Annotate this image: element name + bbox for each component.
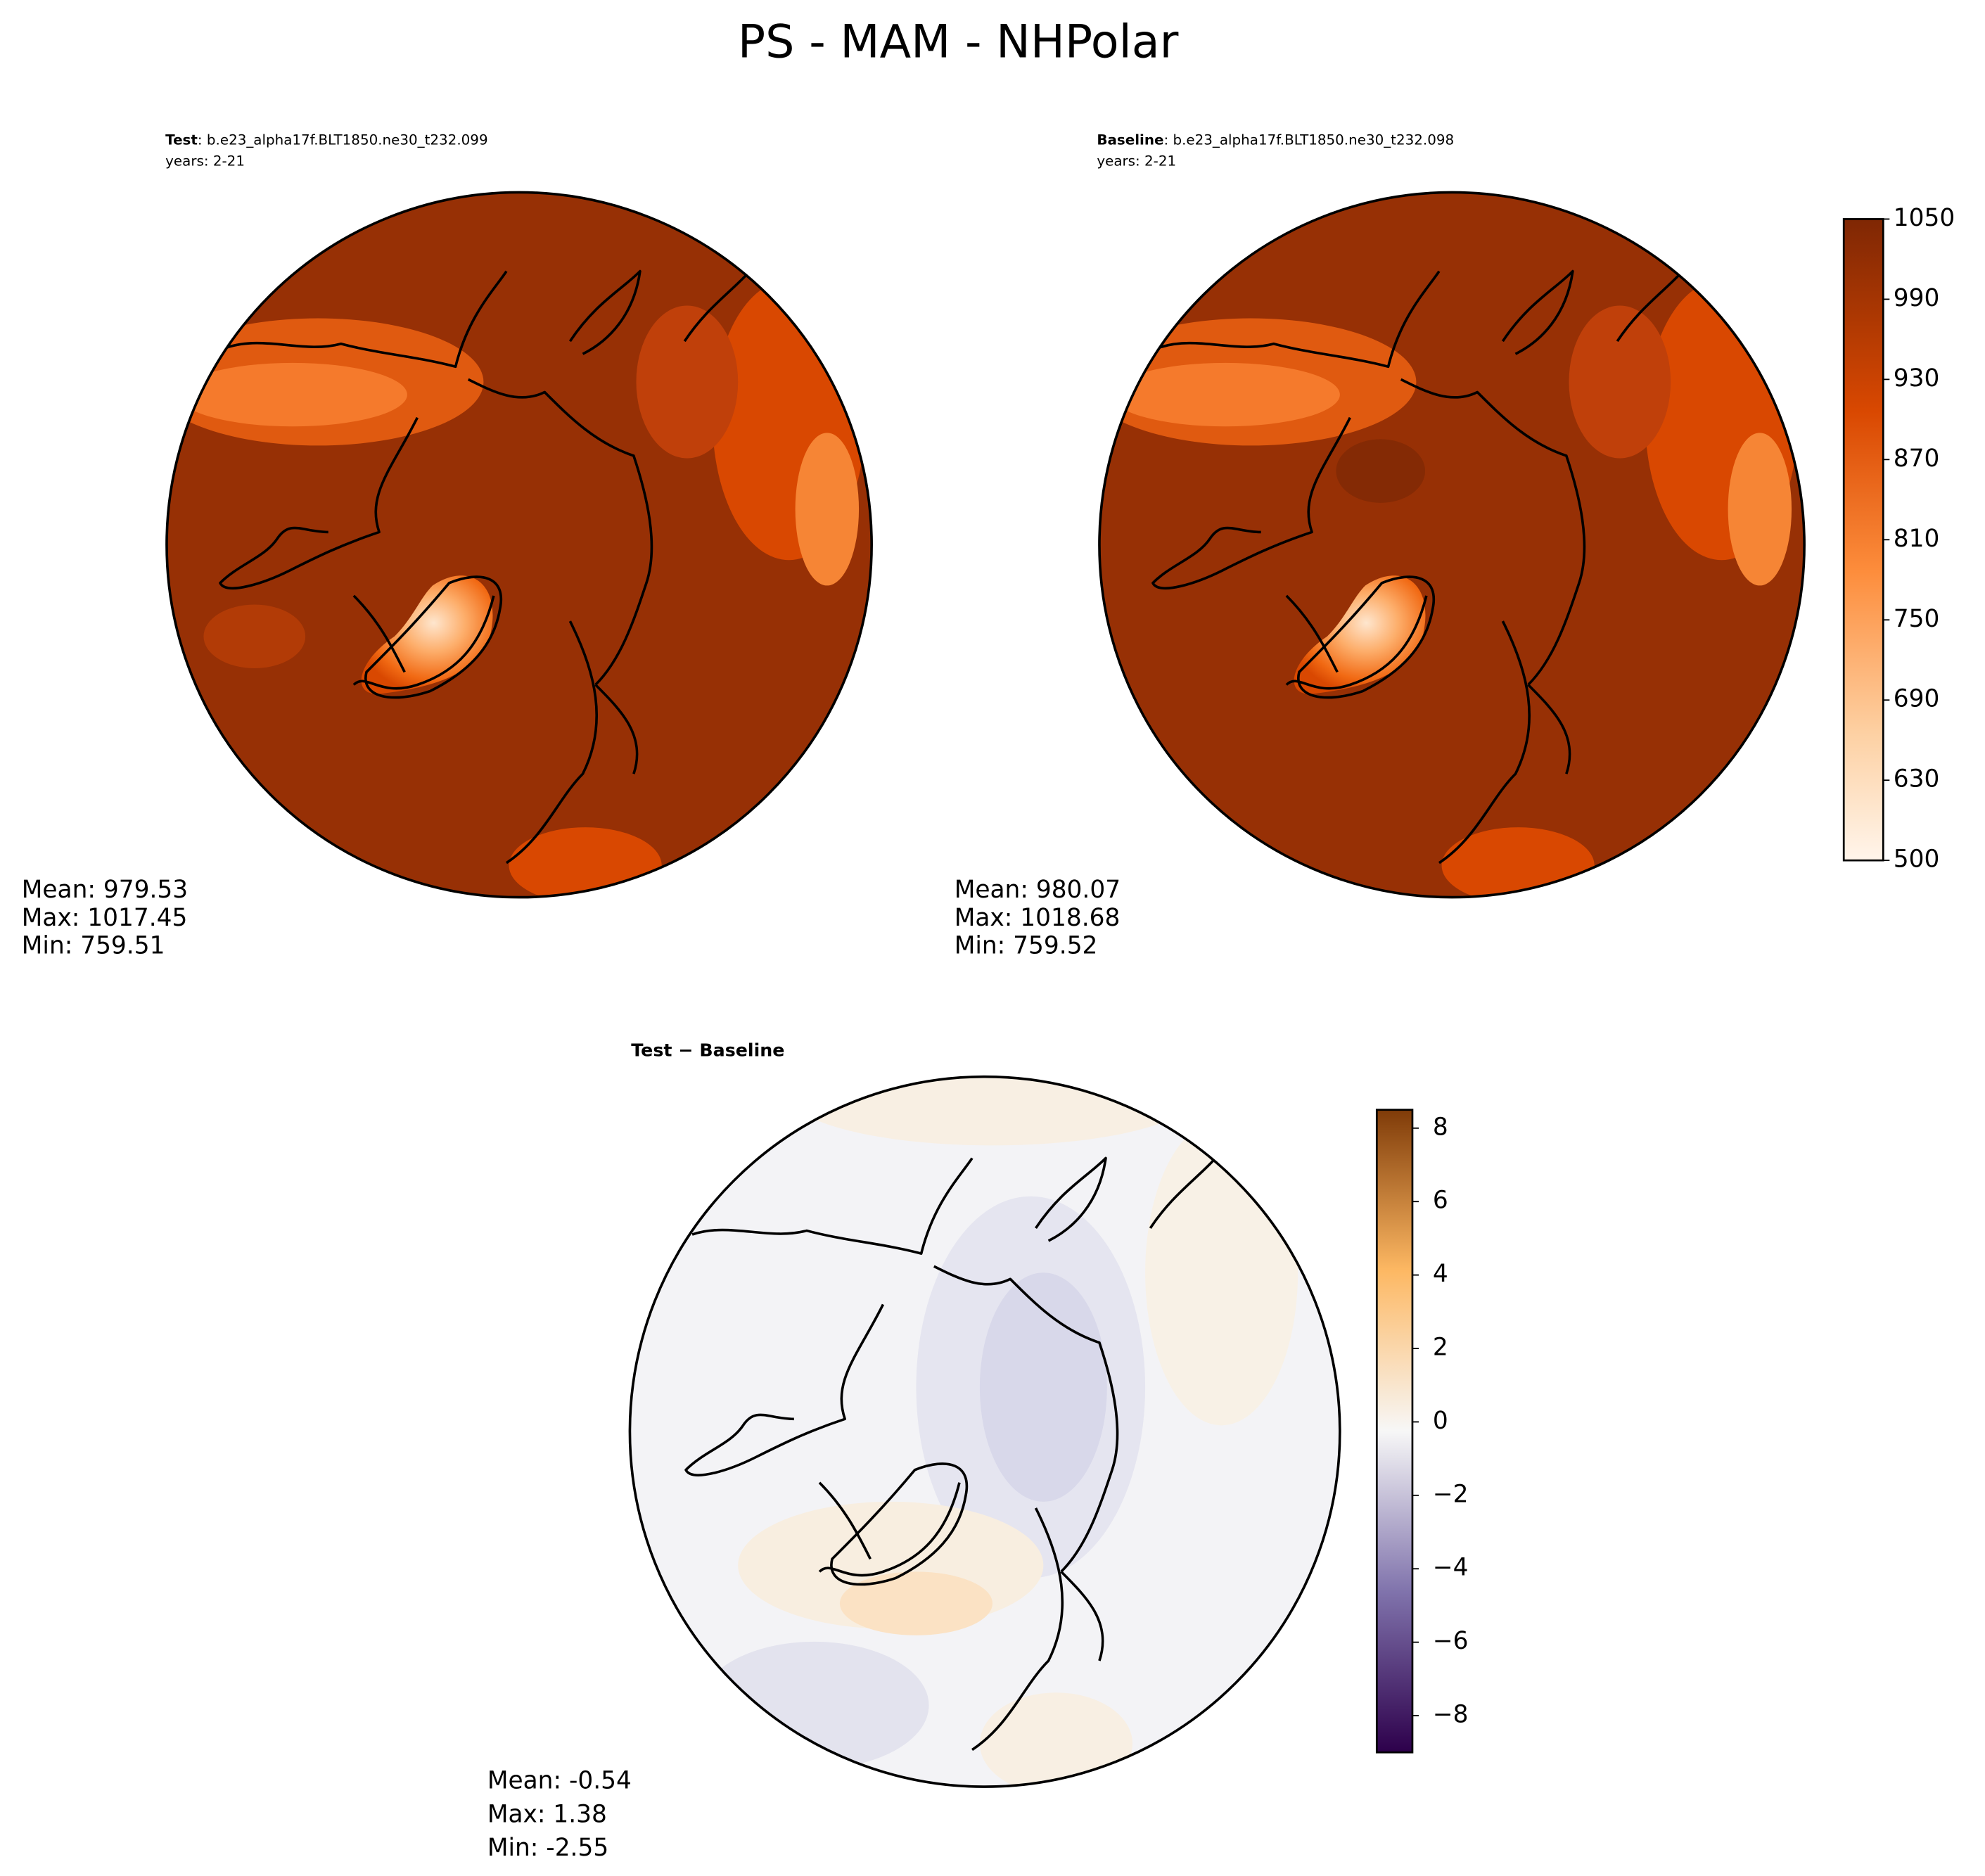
stat: Mean: 979.53 (22, 876, 188, 904)
map (166, 192, 872, 898)
colorbar-tick-label: 4 (1433, 1260, 1448, 1288)
stat: Mean: -0.54 (487, 1766, 632, 1794)
colorbar-tick-label: 750 (1894, 605, 1940, 633)
colorbar-tick-label: −2 (1433, 1480, 1469, 1508)
colorbar-tick-label: −8 (1433, 1701, 1469, 1729)
stat: Max: 1017.45 (22, 904, 188, 932)
stat: Max: 1018.68 (955, 904, 1121, 932)
colorbar-tick-label: 6 (1433, 1187, 1448, 1215)
colorbar-tick-label: 810 (1894, 525, 1940, 553)
colorbar-tick-label: 870 (1894, 445, 1940, 473)
colorbar-tick-label: 630 (1894, 765, 1940, 793)
panel-label: Test − Baseline (631, 1039, 784, 1060)
stat: Min: 759.51 (22, 932, 165, 960)
stat: Min: 759.52 (955, 932, 1098, 960)
colorbar-tick-label: 8 (1433, 1113, 1448, 1141)
map (1099, 192, 1805, 898)
colorbar-tick-label: 990 (1894, 284, 1940, 312)
stat: Mean: 980.07 (955, 876, 1121, 904)
stat: Max: 1.38 (487, 1800, 607, 1828)
map (630, 1076, 1340, 1787)
colorbar-tick-label: 690 (1894, 685, 1940, 713)
figure-title: PS - MAM - NHPolar (738, 16, 1179, 69)
colorbar-tick-label: 1050 (1894, 204, 1955, 232)
colorbar-tick-label: −6 (1433, 1627, 1469, 1655)
colorbar-tick-label: 500 (1894, 846, 1940, 874)
colorbar (1375, 1109, 1414, 1754)
colorbar-tick-label: 0 (1433, 1407, 1448, 1435)
colorbar-tick-label: −4 (1433, 1554, 1469, 1582)
colorbar-tick-label: 930 (1894, 364, 1940, 393)
panel-case: : b.e23_alpha17f.BLT1850.ne30_t232.098 (1163, 132, 1454, 148)
colorbar (1842, 218, 1884, 862)
colorbar-tick-label: 2 (1433, 1334, 1448, 1362)
panel-label: Test (165, 132, 198, 148)
panel-years: years: 2-21 (165, 153, 245, 170)
panel-label: Baseline (1097, 132, 1163, 148)
panel-case: : b.e23_alpha17f.BLT1850.ne30_t232.099 (198, 132, 488, 148)
panel-years: years: 2-21 (1097, 153, 1176, 170)
stat: Min: -2.55 (487, 1834, 608, 1862)
panel-header: Test: b.e23_alpha17f.BLT1850.ne30_t232.0… (165, 132, 487, 148)
panel-header: Baseline: b.e23_alpha17f.BLT1850.ne30_t2… (1097, 132, 1454, 148)
